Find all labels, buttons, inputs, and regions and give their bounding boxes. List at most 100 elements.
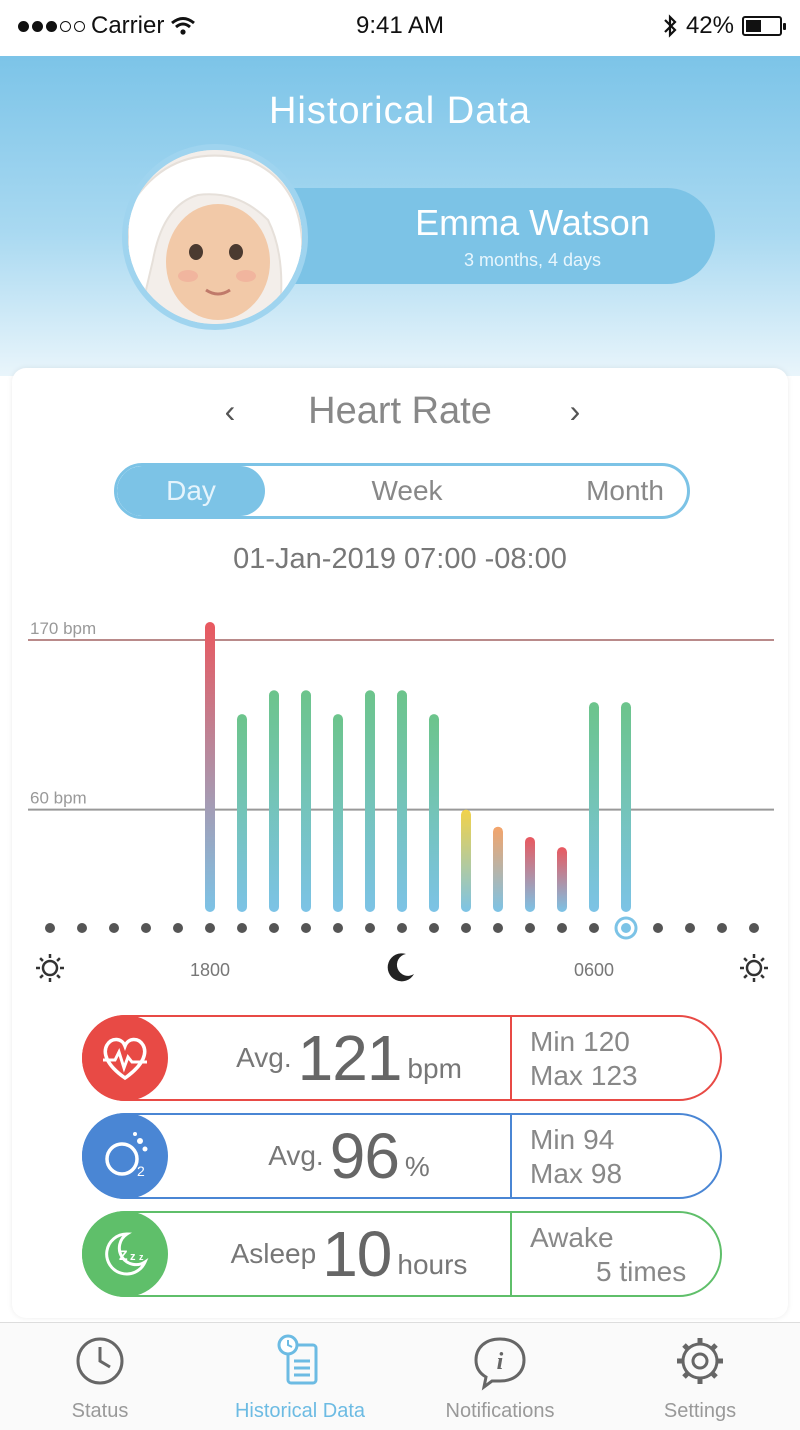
status-bar: Carrier 9:41 AM 42%	[0, 0, 800, 56]
timeline-dot	[493, 923, 503, 933]
tab-bar: Status Historical Data i Notifications	[0, 1322, 800, 1430]
baby-photo	[128, 150, 302, 324]
stat-side-key: Max	[530, 1158, 583, 1189]
tab-month[interactable]: Month	[586, 475, 664, 506]
chart-bar	[237, 714, 247, 912]
tab-settings[interactable]: Settings	[600, 1331, 800, 1423]
battery-icon	[742, 16, 786, 36]
tab-notifications[interactable]: i Notifications	[400, 1331, 600, 1423]
stat-label: Asleep	[230, 1238, 317, 1269]
stat-side-row: 5 times	[530, 1255, 686, 1289]
stat-side-key: Min	[530, 1026, 576, 1057]
date-range: 01-Jan-2019 07:00 -08:00	[233, 543, 567, 575]
metric-title: Heart Rate	[308, 390, 492, 432]
stat-side-value: 120	[583, 1026, 630, 1057]
chart-bar	[493, 826, 503, 912]
tab-historical-data[interactable]: Historical Data	[200, 1331, 400, 1423]
tab-label-status: Status	[71, 1400, 129, 1422]
chart-bar	[333, 714, 343, 912]
timeline-dot	[365, 923, 375, 933]
tab-week[interactable]: Week	[371, 475, 443, 506]
timeline-dot	[461, 923, 471, 933]
wifi-icon	[171, 17, 196, 35]
timeline-dot	[173, 923, 183, 933]
stat-side-key: Min	[530, 1124, 576, 1155]
selected-time-dot	[621, 923, 631, 933]
stat-side-row: Max 98	[530, 1157, 622, 1191]
timeline-dot	[429, 923, 439, 933]
sun-icon	[740, 954, 768, 982]
chart-bar	[301, 690, 311, 912]
stat-row[interactable]: Avg. 121 bpm Min 120 Max 123	[82, 1015, 722, 1101]
stat-divider	[510, 1213, 512, 1295]
stat-row[interactable]: 2 Avg. 96 % Min 94 Max 98	[82, 1113, 722, 1199]
stat-side-row: Min 120	[530, 1025, 638, 1059]
page-title: Historical Data	[268, 90, 532, 132]
sun-icon	[36, 954, 64, 982]
prev-metric-button[interactable]: ‹	[224, 393, 236, 429]
chart-bar	[461, 809, 471, 912]
timeline-dot	[653, 923, 663, 933]
heart-rate-icon	[82, 1015, 168, 1101]
chart-bar	[589, 702, 599, 912]
timeline-dot	[301, 923, 311, 933]
battery-percent: 42%	[685, 12, 734, 39]
avatar[interactable]	[122, 144, 308, 330]
threshold-label: 170 bpm	[30, 619, 96, 638]
chart-bar	[205, 622, 215, 912]
heart-rate-chart: 170 bpm 60 bpm 1800 0600	[28, 619, 774, 982]
stat-side-value: 5 times	[596, 1256, 687, 1287]
chart-bar	[397, 690, 407, 912]
svg-text:2: 2	[137, 1163, 145, 1179]
x-tick-label: 1800	[190, 960, 230, 980]
timeline-dot	[397, 923, 407, 933]
timeline-dot	[109, 923, 119, 933]
header: Historical Data Emma Watson 3 months, 4 …	[0, 56, 800, 376]
timeline-dot	[333, 923, 343, 933]
stat-value: 10	[322, 1218, 392, 1290]
history-doc-icon	[277, 1334, 318, 1385]
tab-status[interactable]: Status	[0, 1331, 200, 1423]
timeline-dot	[77, 923, 87, 933]
moon-icon	[387, 953, 414, 982]
stat-main: Avg. 121 bpm	[194, 1017, 504, 1099]
stat-side: Min 120 Max 123	[530, 1025, 638, 1093]
next-metric-button[interactable]: ›	[569, 393, 581, 429]
chart-bar	[621, 702, 631, 912]
tab-day[interactable]: Day	[117, 466, 265, 516]
timeline-dot	[525, 923, 535, 933]
stat-side-row: Min 94	[530, 1123, 622, 1157]
clock-icon	[76, 1337, 124, 1385]
timeline-dot	[45, 923, 55, 933]
profile-card[interactable]: Emma Watson 3 months, 4 days	[230, 188, 715, 284]
info-icon: i	[474, 1337, 526, 1391]
svg-text:z: z	[139, 1252, 144, 1262]
stat-label: Avg.	[268, 1140, 324, 1171]
bluetooth-icon	[664, 14, 677, 38]
timeline-dot	[141, 923, 151, 933]
stat-main: Asleep 10 hours	[194, 1213, 504, 1295]
stat-side-key: Awake	[530, 1222, 614, 1253]
stat-side: Awake 5 times	[530, 1221, 686, 1289]
tab-label-notifications: Notifications	[445, 1400, 555, 1422]
stat-side-value: 123	[590, 1060, 638, 1091]
stat-value: 121	[297, 1022, 403, 1094]
chart-bar	[365, 690, 375, 912]
threshold-label: 60 bpm	[30, 789, 87, 808]
gear-icon	[677, 1338, 723, 1384]
status-time: 9:41 AM	[355, 12, 445, 39]
timeline-dot	[557, 923, 567, 933]
stat-side: Min 94 Max 98	[530, 1123, 622, 1191]
stat-side-value: 98	[590, 1158, 623, 1189]
stat-side-value: 94	[583, 1124, 615, 1155]
timeline-dot	[237, 923, 247, 933]
stat-unit: %	[404, 1151, 430, 1182]
stat-divider	[510, 1017, 512, 1099]
stat-unit: hours	[397, 1249, 468, 1280]
status-left: Carrier	[18, 12, 196, 40]
stat-side-key: Max	[530, 1060, 583, 1091]
tab-label-historical-data: Historical Data	[234, 1400, 366, 1422]
timeline-dot	[717, 923, 727, 933]
